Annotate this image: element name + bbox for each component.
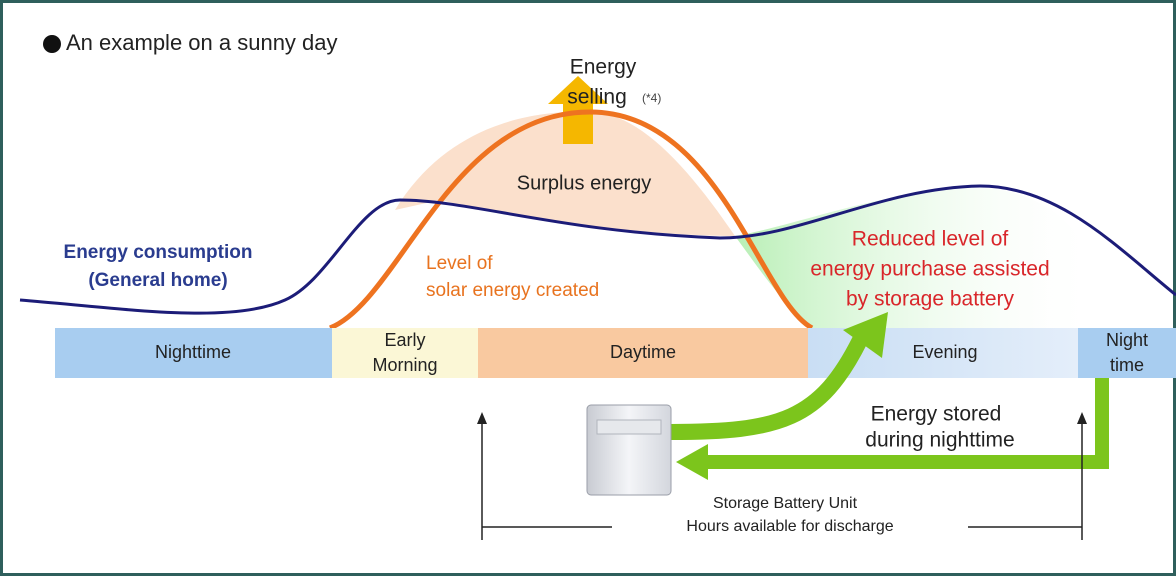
selling-label: selling <box>567 86 627 109</box>
period-label: time <box>1110 355 1144 375</box>
battery-label: Storage Battery Unit <box>713 495 858 512</box>
stored-label: Energy stored <box>871 403 1002 426</box>
surplus-area <box>395 111 735 236</box>
bracket-arrow <box>477 412 487 424</box>
surplus-label: Surplus energy <box>517 172 652 194</box>
charge-arrow-head <box>676 444 708 480</box>
battery <box>586 404 672 496</box>
period-label: Evening <box>912 342 977 362</box>
selling-arrow <box>563 100 593 144</box>
band-night-time <box>1078 328 1176 378</box>
band-early-morning <box>332 328 478 378</box>
period-label: Night <box>1106 330 1148 350</box>
heading: An example on a sunny day <box>66 30 338 55</box>
discharge-label: Hours available for discharge <box>686 518 893 535</box>
discharge-arrow <box>669 336 868 440</box>
period-label: Morning <box>372 355 437 375</box>
solar-label: solar energy created <box>426 280 599 301</box>
solar-curve <box>329 109 814 331</box>
bullet <box>43 35 61 53</box>
selling-note: (*4) <box>642 91 661 105</box>
consumption-curve <box>19 184 1176 315</box>
reduced-area <box>735 188 1100 328</box>
stored-label: during nighttime <box>865 429 1014 452</box>
reduced-label: energy purchase assisted <box>810 258 1049 281</box>
reduced-label: by storage battery <box>846 288 1015 311</box>
consumption-label: (General home) <box>88 270 227 291</box>
selling-label: Energy <box>570 56 637 79</box>
reduced-label: Reduced level of <box>852 228 1009 251</box>
band-nighttime <box>55 328 332 378</box>
bracket-arrow <box>1077 412 1087 424</box>
period-label: Nighttime <box>155 342 231 362</box>
selling-arrow-head <box>548 76 608 104</box>
solar-label: Level of <box>426 253 493 274</box>
period-label: Early <box>384 330 425 350</box>
charge-arrow <box>700 378 1109 469</box>
battery-panel <box>596 419 662 435</box>
discharge-arrow-head <box>843 312 888 358</box>
band-daytime <box>478 328 808 378</box>
consumption-label: Energy consumption <box>64 242 253 263</box>
period-label: Daytime <box>610 342 676 362</box>
